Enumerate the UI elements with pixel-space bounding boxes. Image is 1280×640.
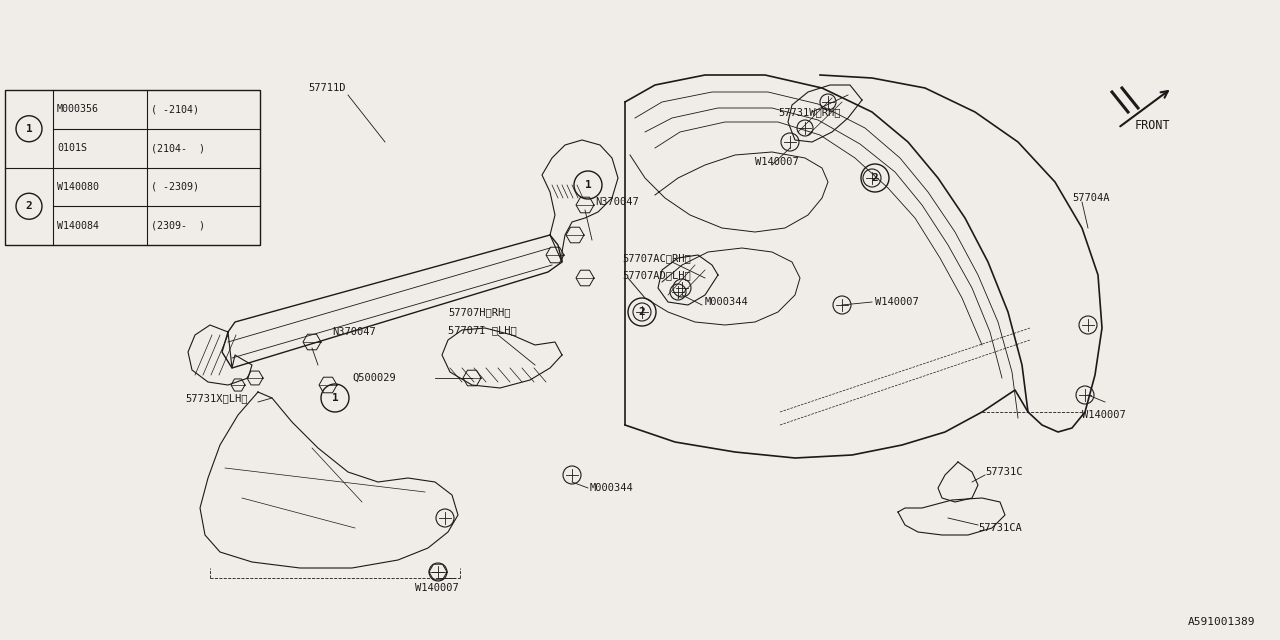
Text: W140007: W140007: [415, 583, 458, 593]
Text: Q500029: Q500029: [352, 373, 396, 383]
Text: 57707AC〈RH〉: 57707AC〈RH〉: [622, 253, 691, 263]
Text: 1: 1: [585, 180, 591, 190]
Text: 1: 1: [332, 393, 338, 403]
Text: ( -2309): ( -2309): [151, 182, 198, 192]
Text: ( -2104): ( -2104): [151, 104, 198, 115]
Text: 57707H〈RH〉: 57707H〈RH〉: [448, 307, 511, 317]
Text: 57707I 〈LH〉: 57707I 〈LH〉: [448, 325, 517, 335]
Text: W140007: W140007: [1082, 410, 1125, 420]
Text: (2309-  ): (2309- ): [151, 221, 205, 230]
Text: 0101S: 0101S: [58, 143, 87, 153]
Text: M000344: M000344: [705, 297, 749, 307]
Text: 57731W〈RH〉: 57731W〈RH〉: [778, 107, 841, 117]
Text: FRONT: FRONT: [1135, 118, 1171, 131]
Text: 57711D: 57711D: [308, 83, 346, 93]
Text: M000344: M000344: [590, 483, 634, 493]
Text: A591001389: A591001389: [1188, 617, 1254, 627]
Text: 2: 2: [872, 173, 878, 183]
Text: N370047: N370047: [332, 327, 376, 337]
Text: 57731CA: 57731CA: [978, 523, 1021, 533]
Text: 2: 2: [26, 201, 32, 211]
Text: W140084: W140084: [58, 221, 99, 230]
Text: W140007: W140007: [755, 157, 799, 167]
Text: W140080: W140080: [58, 182, 99, 192]
Text: N370047: N370047: [595, 197, 639, 207]
Text: (2104-  ): (2104- ): [151, 143, 205, 153]
Text: 57704A: 57704A: [1073, 193, 1110, 203]
Text: W140007: W140007: [876, 297, 919, 307]
Text: 2: 2: [639, 307, 645, 317]
Text: M000356: M000356: [58, 104, 99, 115]
Text: 57707AD〈LH〉: 57707AD〈LH〉: [622, 270, 691, 280]
Text: 1: 1: [26, 124, 32, 134]
Text: 57731C: 57731C: [986, 467, 1023, 477]
Text: 57731X〈LH〉: 57731X〈LH〉: [186, 393, 247, 403]
